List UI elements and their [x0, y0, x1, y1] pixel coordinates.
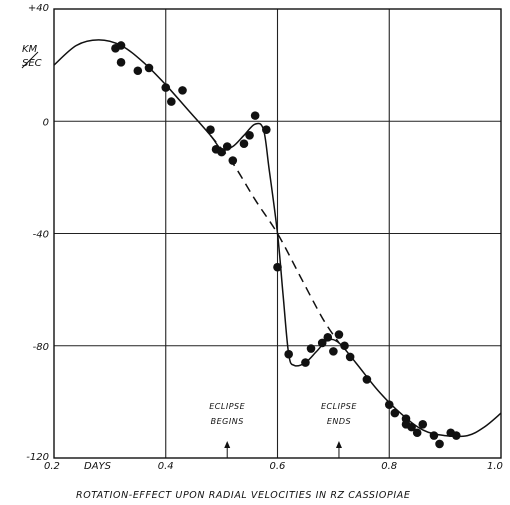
data-point	[262, 125, 271, 134]
plot-frame	[53, 8, 502, 459]
annotation-label: ECLIPSE	[321, 402, 357, 411]
x-tick-label: 0.6	[270, 461, 286, 472]
data-point	[116, 41, 126, 50]
data-point	[250, 111, 260, 120]
data-point	[273, 262, 282, 272]
data-point	[284, 349, 293, 359]
annotation-label: ENDS	[327, 417, 351, 426]
annotation-label: BEGINS	[211, 417, 244, 426]
data-point	[178, 86, 187, 95]
annotations: ECLIPSE BEGINS ECLIPSE ENDS	[209, 402, 357, 458]
velocity-curve	[53, 39, 502, 438]
data-point	[167, 97, 176, 106]
x-tick-label: 0.2	[44, 461, 60, 472]
x-tick-labels: 0.2 0.4 0.6 0.8 1.0	[44, 461, 503, 472]
data-point	[306, 344, 316, 353]
y-tick-labels: +40 0 -40 -80 -120	[26, 3, 49, 463]
y-axis-label-divider	[21, 51, 39, 69]
annotation-arrowhead	[224, 441, 231, 448]
data-point	[217, 147, 226, 157]
data-point	[116, 58, 126, 67]
data-point	[452, 431, 461, 440]
y-tick-label: -40	[33, 230, 49, 241]
data-point	[362, 375, 372, 384]
data-point	[144, 63, 154, 73]
data-point	[245, 130, 254, 140]
data-point	[418, 420, 428, 429]
y-tick-label: 0	[43, 117, 49, 128]
x-tick-label: 0.4	[158, 461, 174, 472]
data-point	[334, 330, 344, 339]
annotation-label: ECLIPSE	[209, 402, 245, 411]
y-tick-label: -80	[33, 342, 49, 353]
data-point	[161, 83, 171, 92]
data-point	[345, 352, 355, 362]
data-point	[390, 408, 400, 418]
data-point	[384, 400, 394, 409]
data-point	[133, 66, 143, 76]
data-point	[239, 139, 249, 148]
data-point	[222, 142, 232, 151]
data-point	[340, 341, 349, 351]
data-point	[317, 338, 327, 348]
data-point	[412, 428, 422, 438]
chart-caption: ROTATION-EFFECT UPON RADIAL VELOCITIES I…	[76, 490, 410, 501]
y-tick-label: -120	[26, 452, 49, 463]
data-point	[228, 156, 238, 165]
data-point	[329, 347, 338, 356]
data-point	[429, 431, 439, 440]
data-point	[435, 439, 444, 449]
x-tick-label: 1.0	[487, 461, 503, 472]
data-point	[323, 333, 333, 342]
data-points	[111, 41, 461, 449]
dashed-curve	[209, 134, 340, 344]
y-tick-label: +40	[28, 3, 49, 14]
x-tick-label: 0.8	[381, 461, 397, 472]
y-axis-label-top: KM	[22, 44, 38, 55]
data-point	[407, 422, 416, 432]
data-point	[206, 125, 215, 134]
annotation-arrowhead	[335, 441, 342, 448]
x-axis-label: DAYS	[84, 461, 112, 472]
y-axis-label-bottom: SEC	[22, 58, 42, 69]
data-point	[301, 358, 310, 367]
